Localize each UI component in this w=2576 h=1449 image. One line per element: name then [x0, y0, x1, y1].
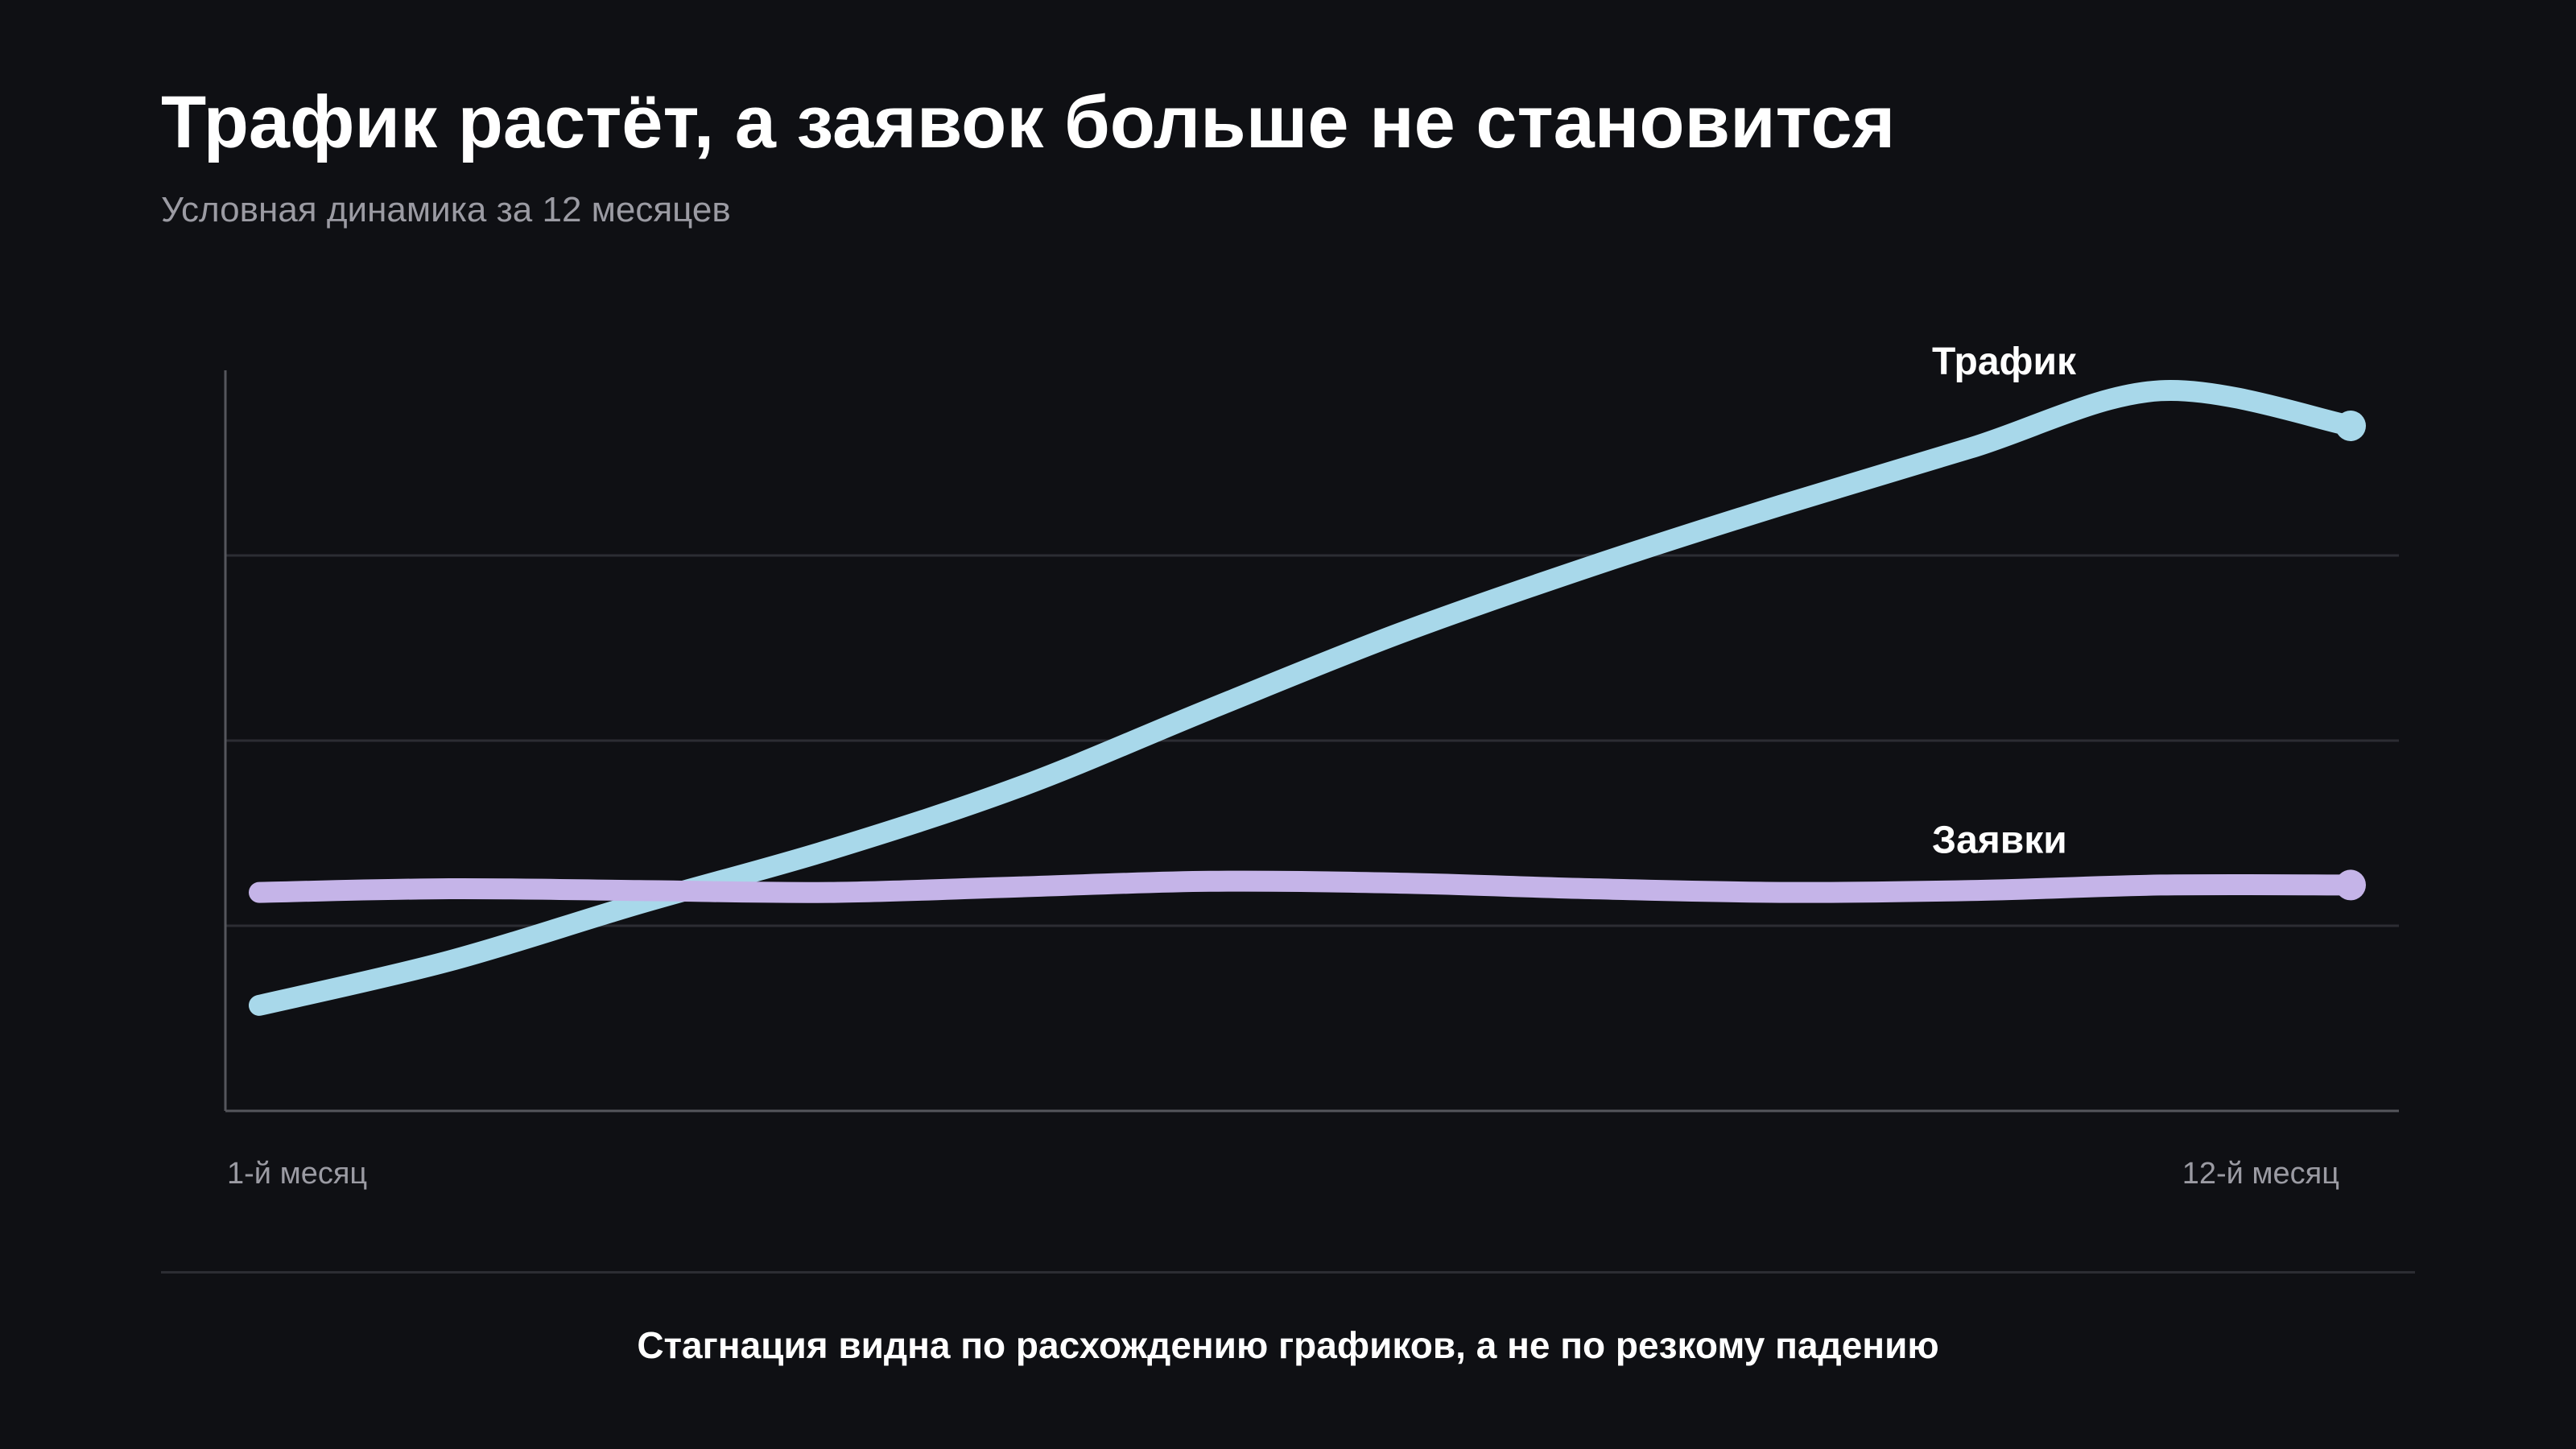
chart-footnote: Стагнация видна по расхождению графиков,…: [637, 1324, 1939, 1366]
axis-layer: [224, 370, 2399, 1113]
chart-title: Трафик растёт, а заявок больше не станов…: [161, 81, 1896, 163]
series-layer: [249, 379, 2366, 1016]
series-end-point-traffic: [2335, 411, 2366, 441]
label-layer: Трафик Заявки 1-й месяц 12-й месяц: [227, 341, 2339, 1191]
series-label-leads: Заявки: [1932, 819, 2067, 861]
chart-subtitle: Условная динамика за 12 месяцев: [161, 190, 731, 229]
series-end-point-leads: [2335, 869, 2366, 901]
series-label-traffic: Трафик: [1932, 341, 2077, 383]
grid-layer: [225, 554, 2399, 927]
x-tick-label: 1-й месяц: [227, 1157, 367, 1191]
series-line-traffic: [249, 379, 2361, 1016]
footer-divider: [161, 1271, 2415, 1274]
series-line-leads: [249, 870, 2361, 903]
x-tick-label: 12-й месяц: [2182, 1157, 2339, 1191]
